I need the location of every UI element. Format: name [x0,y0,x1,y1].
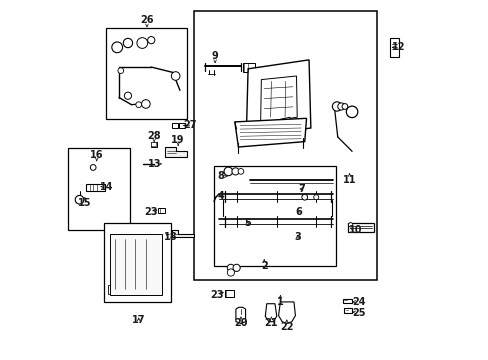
Text: 20: 20 [234,319,247,328]
Text: 5: 5 [244,218,250,228]
Bar [104,223,171,302]
Text: 4: 4 [217,191,224,201]
Bar [86,184,104,191]
Circle shape [147,37,155,44]
Circle shape [337,103,344,110]
Circle shape [348,223,352,227]
Text: 25: 25 [352,308,365,318]
Text: 8: 8 [217,171,224,181]
Text: 16: 16 [90,150,103,160]
Circle shape [171,72,180,80]
Circle shape [233,264,240,271]
Bar [178,123,184,128]
Circle shape [346,106,357,118]
Circle shape [123,39,132,48]
Circle shape [341,104,347,109]
Text: 6: 6 [294,207,301,217]
Bar [389,39,398,57]
Text: 10: 10 [348,225,362,235]
Polygon shape [234,118,306,147]
Text: 9: 9 [211,51,218,61]
Circle shape [231,168,239,175]
Text: 23: 23 [144,207,158,217]
Text: 17: 17 [132,315,145,325]
Circle shape [136,102,142,108]
Circle shape [90,165,96,170]
Circle shape [142,100,150,108]
Polygon shape [110,234,162,295]
Bar [214,166,335,266]
Bar [68,148,129,230]
Text: 2: 2 [260,261,267,271]
Polygon shape [260,76,297,123]
Polygon shape [343,299,351,303]
Text: 22: 22 [280,322,293,332]
Text: 23: 23 [210,290,223,300]
Polygon shape [344,309,351,313]
Circle shape [118,68,123,73]
Polygon shape [235,307,245,323]
Bar [243,63,255,72]
Bar [224,290,233,297]
Text: 18: 18 [164,232,178,242]
Circle shape [224,167,232,176]
Circle shape [332,102,341,111]
Bar [348,223,373,232]
Bar [151,142,156,146]
Circle shape [301,194,307,200]
Bar [106,28,187,119]
Polygon shape [278,302,295,323]
Text: 19: 19 [171,135,184,145]
Text: 15: 15 [78,198,91,208]
Text: 26: 26 [140,15,153,26]
Text: 24: 24 [352,297,365,307]
Bar [150,141,156,147]
Circle shape [137,38,147,48]
Circle shape [313,195,318,200]
Polygon shape [265,304,276,321]
Polygon shape [172,230,194,237]
Text: 3: 3 [294,232,300,242]
Circle shape [112,42,122,53]
Text: 13: 13 [148,159,161,169]
Bar [194,12,376,280]
Text: 28: 28 [147,131,161,141]
Bar [113,237,158,291]
Text: 14: 14 [100,182,113,192]
Circle shape [75,195,83,204]
Text: 1: 1 [276,297,283,307]
Circle shape [227,269,234,276]
Text: 12: 12 [391,42,405,52]
Circle shape [238,168,244,174]
Text: 27: 27 [183,121,196,130]
Circle shape [124,92,131,99]
Text: 7: 7 [298,184,305,194]
Polygon shape [164,147,187,157]
Polygon shape [271,117,290,132]
Bar [172,123,178,128]
Bar [108,285,118,294]
Polygon shape [246,60,310,137]
Text: 11: 11 [342,175,356,185]
Bar [158,208,164,213]
Text: 21: 21 [264,319,278,328]
Circle shape [227,264,234,271]
